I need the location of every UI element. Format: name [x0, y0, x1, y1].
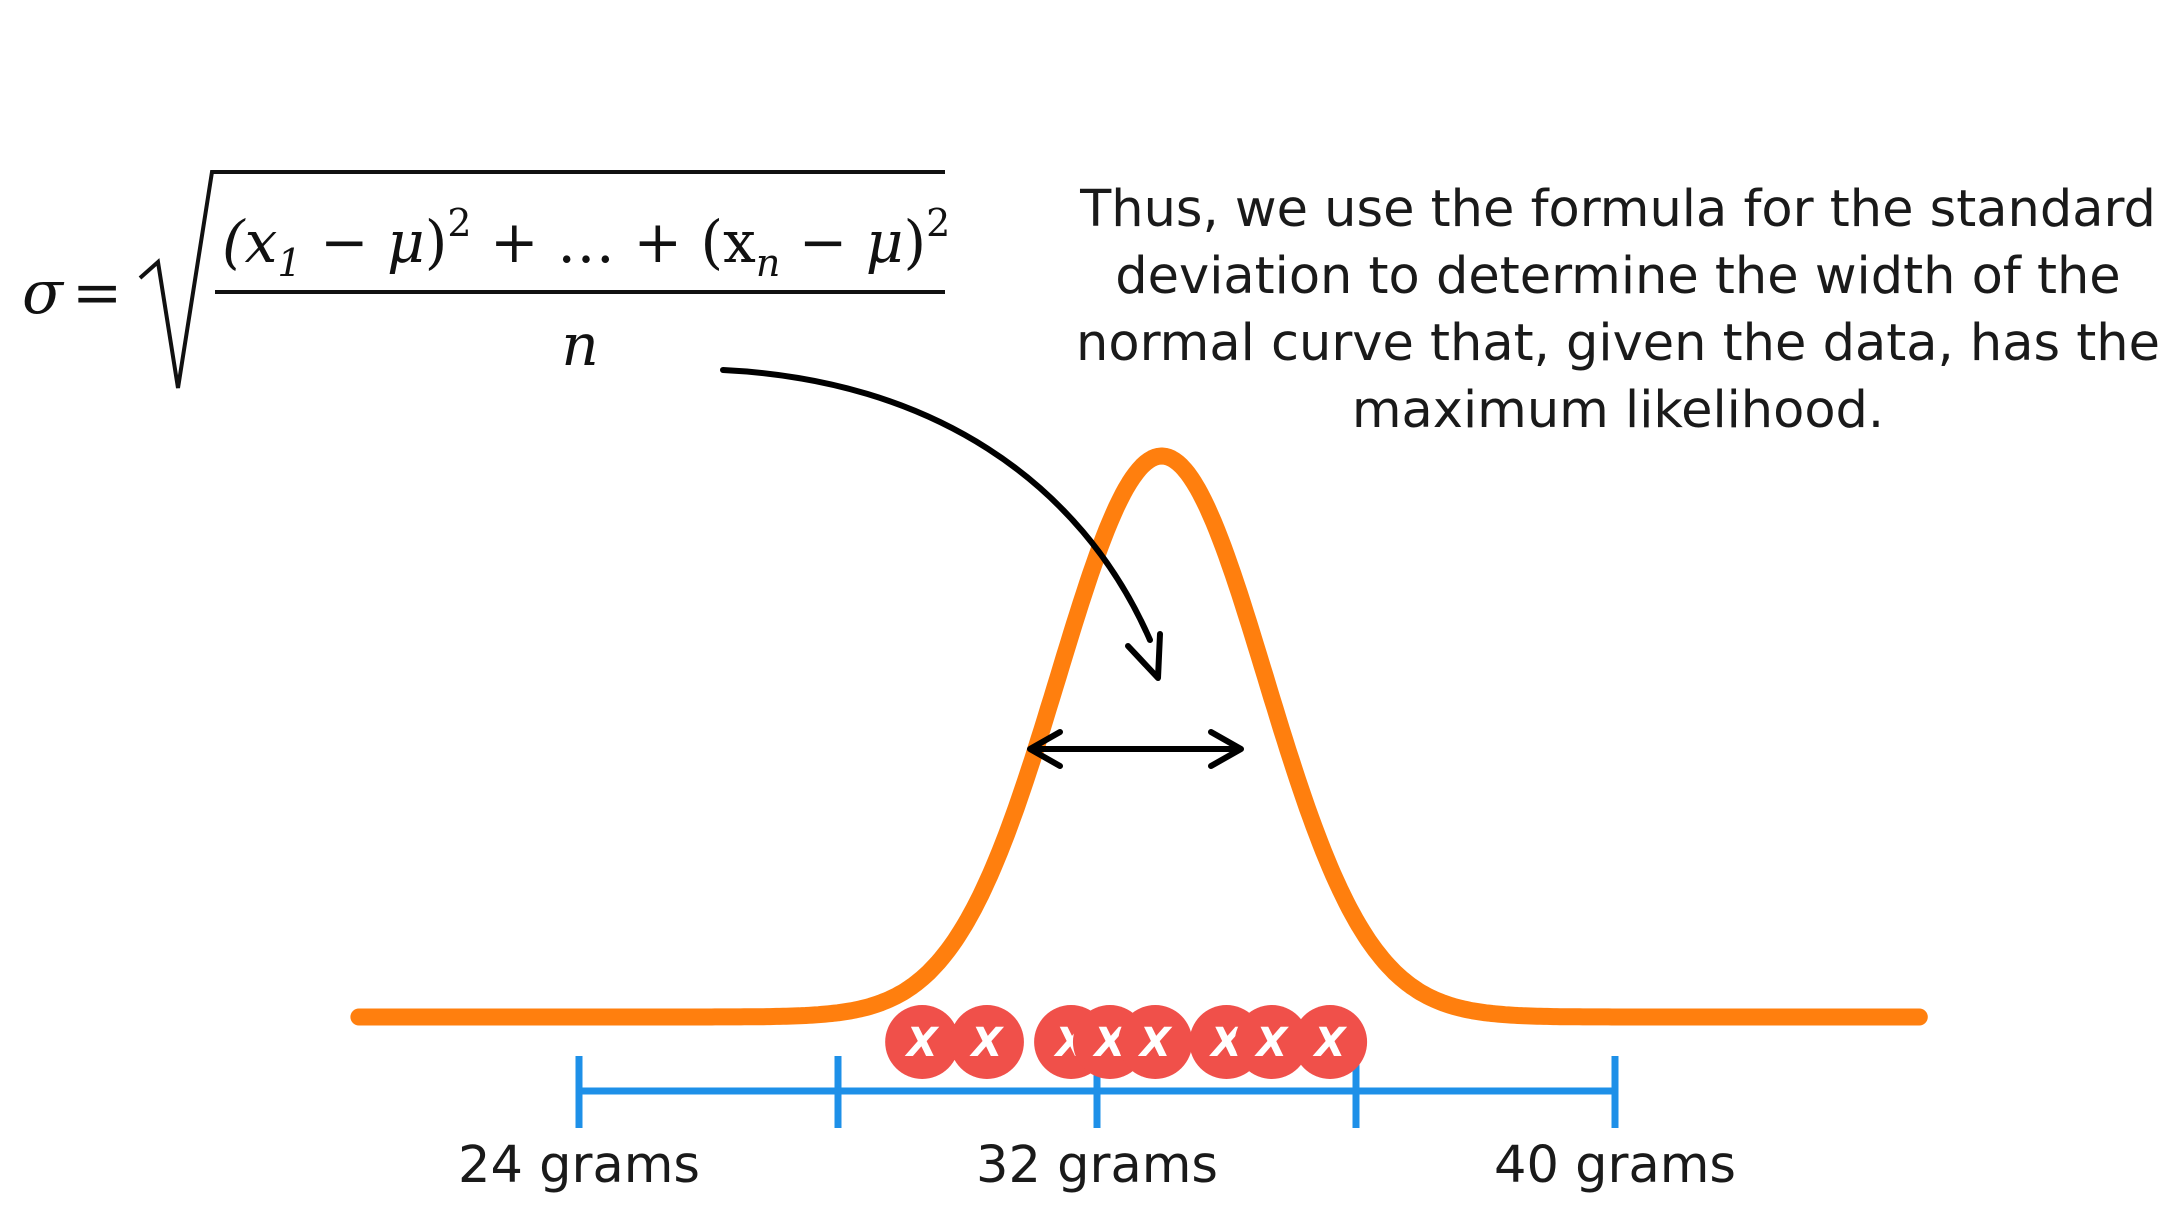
axis-label: 40 grams [1494, 1136, 1736, 1195]
caption-line-2: deviation to determine the width of the [1115, 247, 2120, 306]
formula-denominator: n [561, 311, 598, 379]
equals-sign: = [72, 258, 122, 328]
width-arrow-right-head [1208, 729, 1244, 769]
data-point-circle [1293, 1005, 1368, 1079]
data-point-circle [1118, 1005, 1193, 1079]
pointer-arrow [720, 367, 1163, 681]
caption: Thus, we use the formula for the standar… [1076, 180, 2160, 440]
caption-line-1: Thus, we use the formula for the standar… [1079, 180, 2156, 239]
std-dev-formula: σ = (x1 − μ)2 + … + (xn − μ)2 n [22, 170, 950, 389]
data-point-circle [1234, 1005, 1309, 1079]
data-point: X [949, 1005, 1024, 1079]
axis-label: 24 grams [458, 1136, 700, 1195]
pointer-arrow-line [720, 367, 1153, 643]
data-point: X [885, 1005, 960, 1079]
data-point: X [1118, 1005, 1193, 1079]
data-point: X [1234, 1005, 1309, 1079]
number-line: 24 grams 32 grams 40 grams [458, 1056, 1736, 1195]
width-double-arrow [1027, 729, 1244, 769]
pointer-arrow-head [1125, 631, 1163, 681]
width-arrow-left-head [1027, 729, 1063, 769]
sigma-symbol: σ [22, 258, 65, 328]
data-point-mark: X [1253, 1020, 1289, 1066]
normal-curve [350, 447, 1928, 1026]
data-point-mark: X [904, 1020, 940, 1066]
axis-label: 32 grams [976, 1136, 1218, 1195]
data-point-circle [949, 1005, 1024, 1079]
square-root-icon [138, 170, 945, 389]
caption-line-3: normal curve that, given the data, has t… [1076, 314, 2160, 373]
caption-line-4: maximum likelihood. [1352, 381, 1884, 440]
data-point-mark: X [1312, 1020, 1348, 1066]
data-point: X [1293, 1005, 1368, 1079]
data-point-mark: X [969, 1020, 1005, 1066]
formula-numerator: (x1 − μ)2 + … + (xn − μ)2 [222, 201, 950, 285]
data-point-mark: X [1137, 1020, 1173, 1066]
data-point-circle [885, 1005, 960, 1079]
